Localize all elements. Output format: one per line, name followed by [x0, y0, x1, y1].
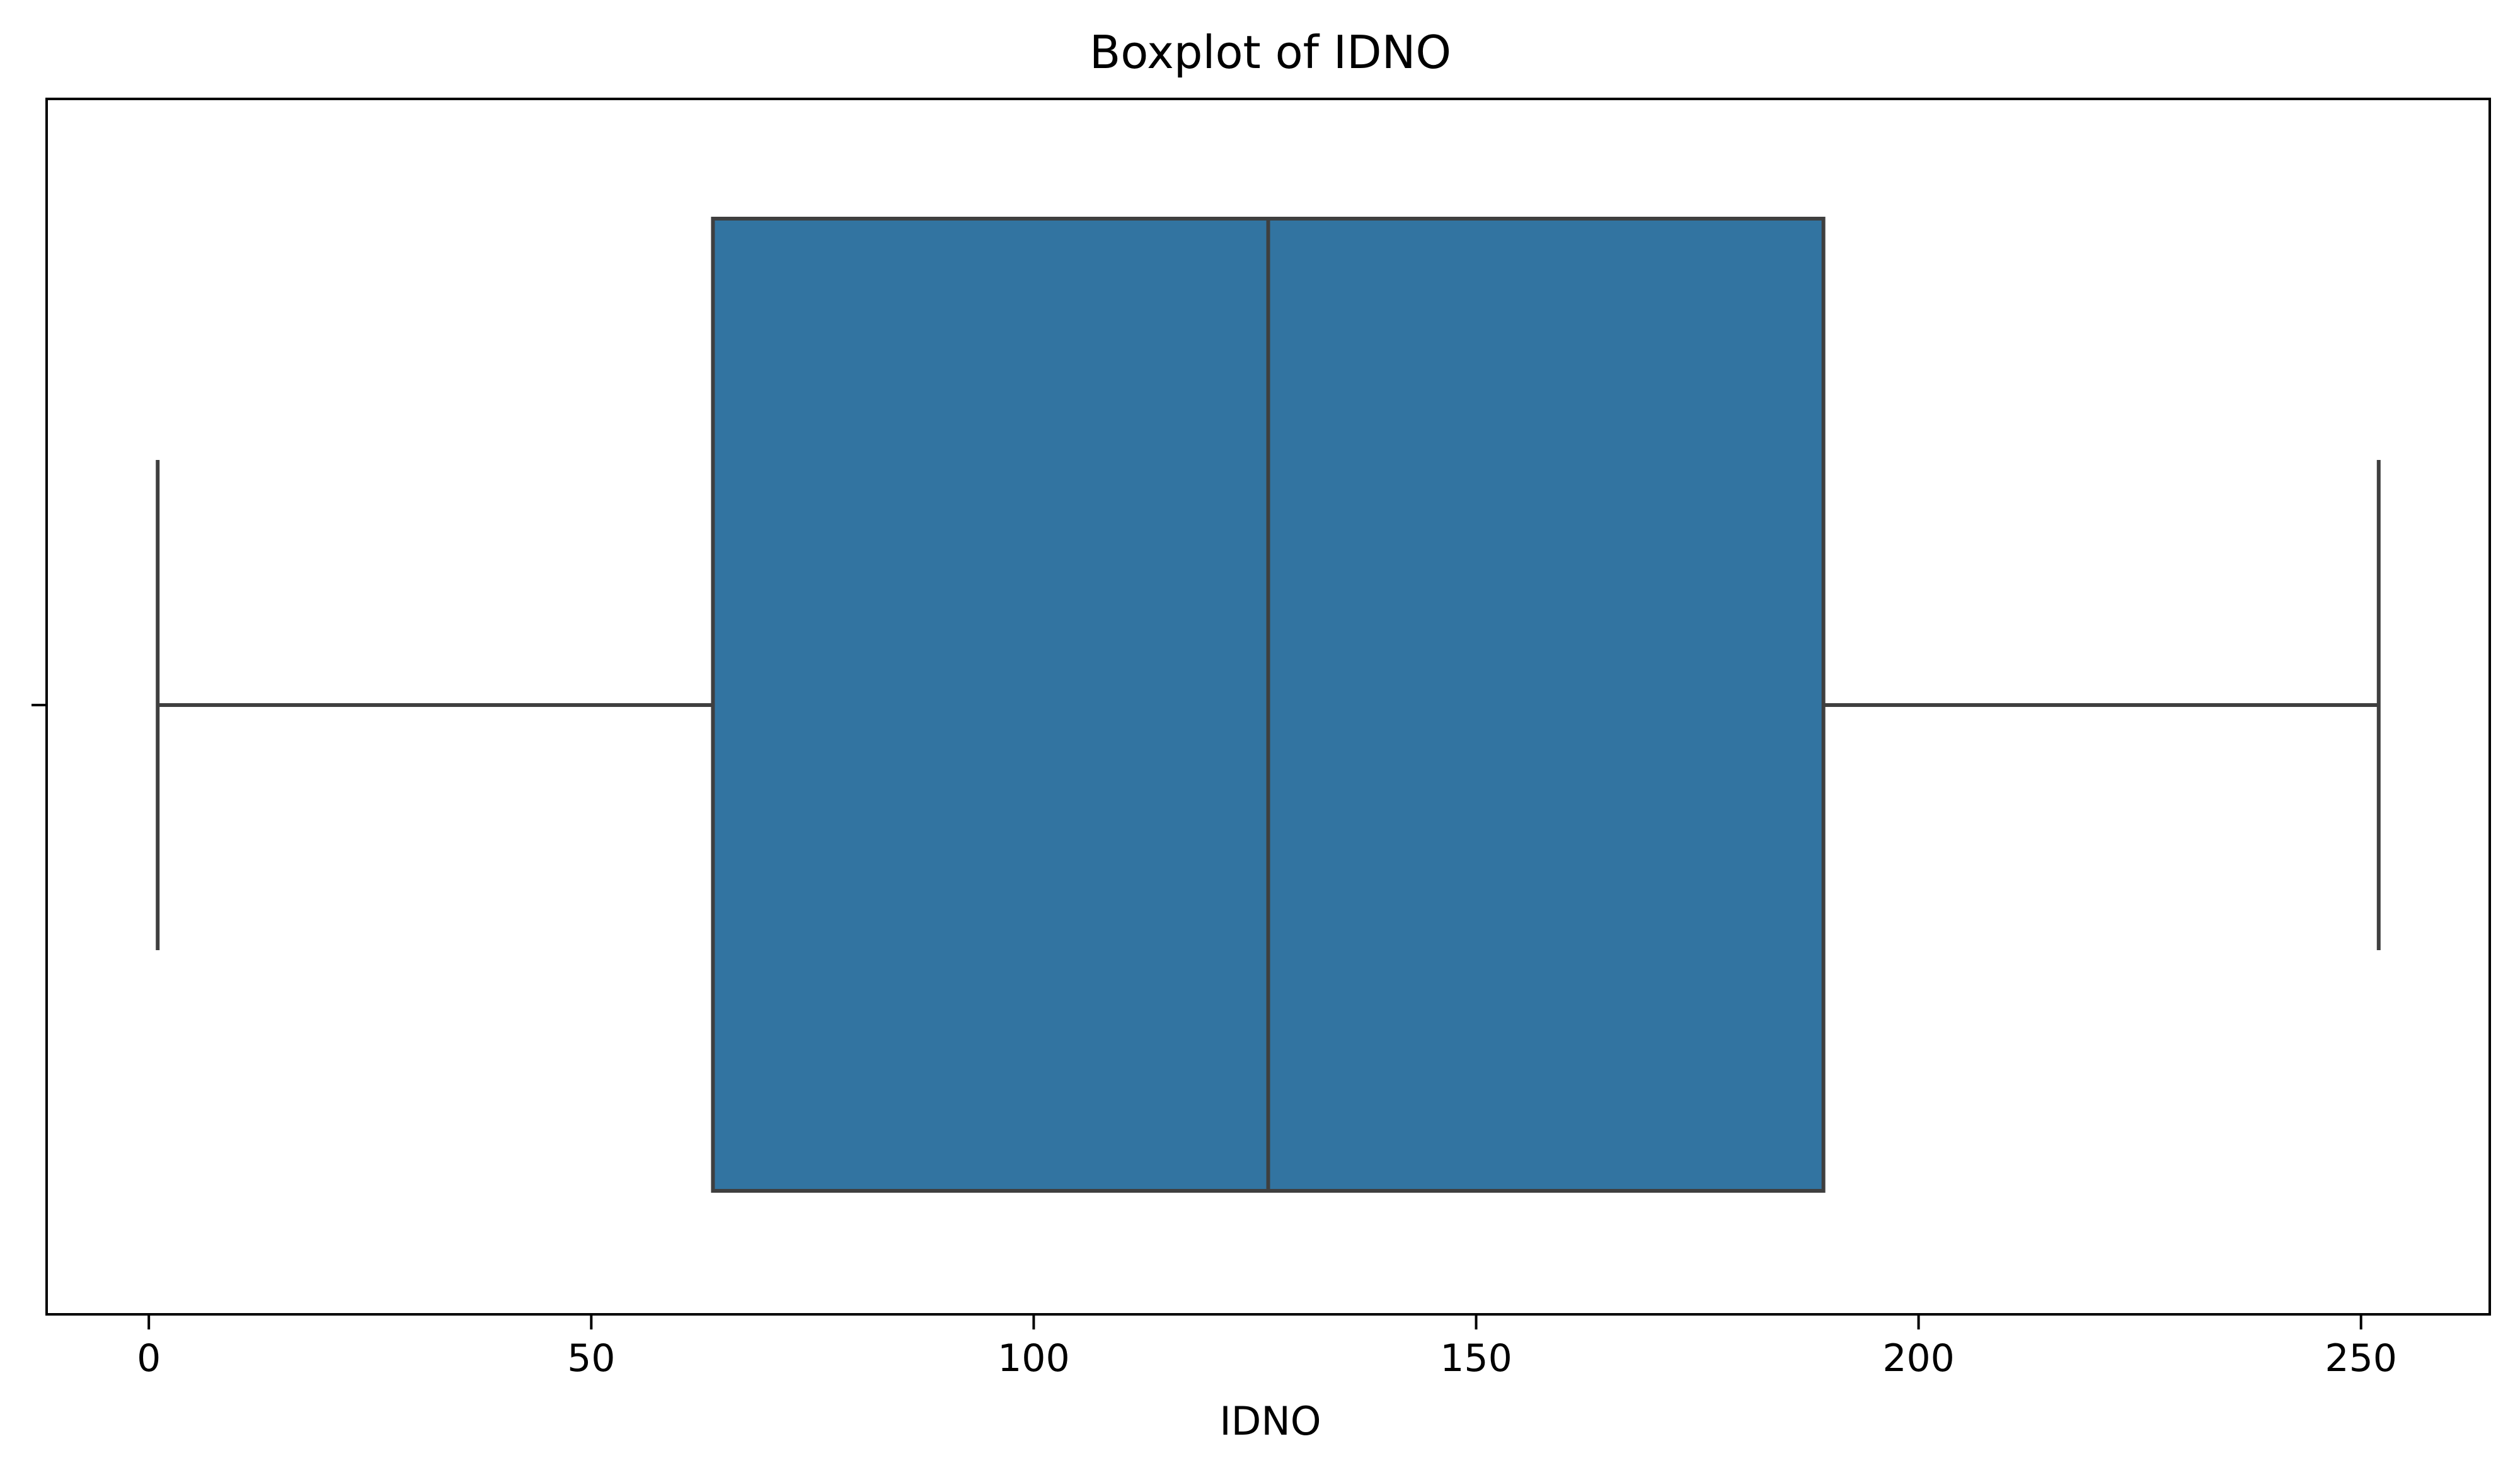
x-tick-label: 50: [567, 1336, 615, 1380]
x-tick-label: 150: [1440, 1336, 1512, 1380]
x-axis: 0 50 100 150 200 250: [32, 704, 2397, 1380]
x-tick-label: 0: [137, 1336, 161, 1380]
x-tick-label: 100: [998, 1336, 1070, 1380]
x-tick-label: 250: [2325, 1336, 2397, 1380]
plot-area: [156, 217, 2381, 1193]
x-axis-label: IDNO: [1219, 1398, 1321, 1444]
axes-frame: [45, 98, 2491, 1316]
x-tick-label: 200: [1882, 1336, 1955, 1380]
chart-title: Boxplot of IDNO: [1090, 26, 1451, 79]
boxplot-series-0: [156, 217, 2381, 1193]
